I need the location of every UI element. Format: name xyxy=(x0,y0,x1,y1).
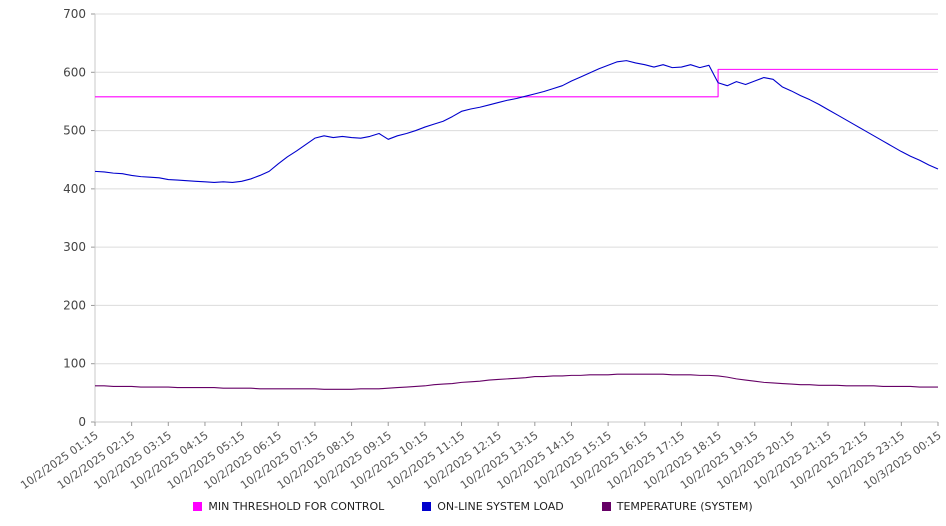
legend-item-0[interactable]: MIN THRESHOLD FOR CONTROL xyxy=(193,500,384,513)
series-line-2 xyxy=(95,373,938,390)
legend-label: MIN THRESHOLD FOR CONTROL xyxy=(208,500,385,513)
series-line-1 xyxy=(94,60,939,183)
legend-swatch xyxy=(601,502,611,511)
legend-swatch xyxy=(422,502,432,511)
legend-item-1[interactable]: ON-LINE SYSTEM LOAD xyxy=(422,500,564,513)
y-axis-tick-label: 600 xyxy=(63,65,86,79)
y-axis-tick-label: 400 xyxy=(63,182,86,196)
legend-label: TEMPERATURE (SYSTEM) xyxy=(616,500,753,513)
legend-item-2[interactable]: TEMPERATURE (SYSTEM) xyxy=(601,500,753,513)
y-axis-tick-label: 300 xyxy=(63,240,86,254)
chart-legend: MIN THRESHOLD FOR CONTROL ON-LINE SYSTEM … xyxy=(0,500,946,513)
legend-label: ON-LINE SYSTEM LOAD xyxy=(437,500,564,513)
legend-swatch xyxy=(193,502,203,511)
y-axis-tick-label: 700 xyxy=(63,7,86,21)
y-axis-tick-label: 100 xyxy=(63,357,86,371)
y-axis-tick-label: 200 xyxy=(63,298,86,312)
series-line-0 xyxy=(95,68,938,98)
y-axis-tick-label: 500 xyxy=(63,124,86,138)
y-axis-tick-label: 0 xyxy=(78,415,86,429)
